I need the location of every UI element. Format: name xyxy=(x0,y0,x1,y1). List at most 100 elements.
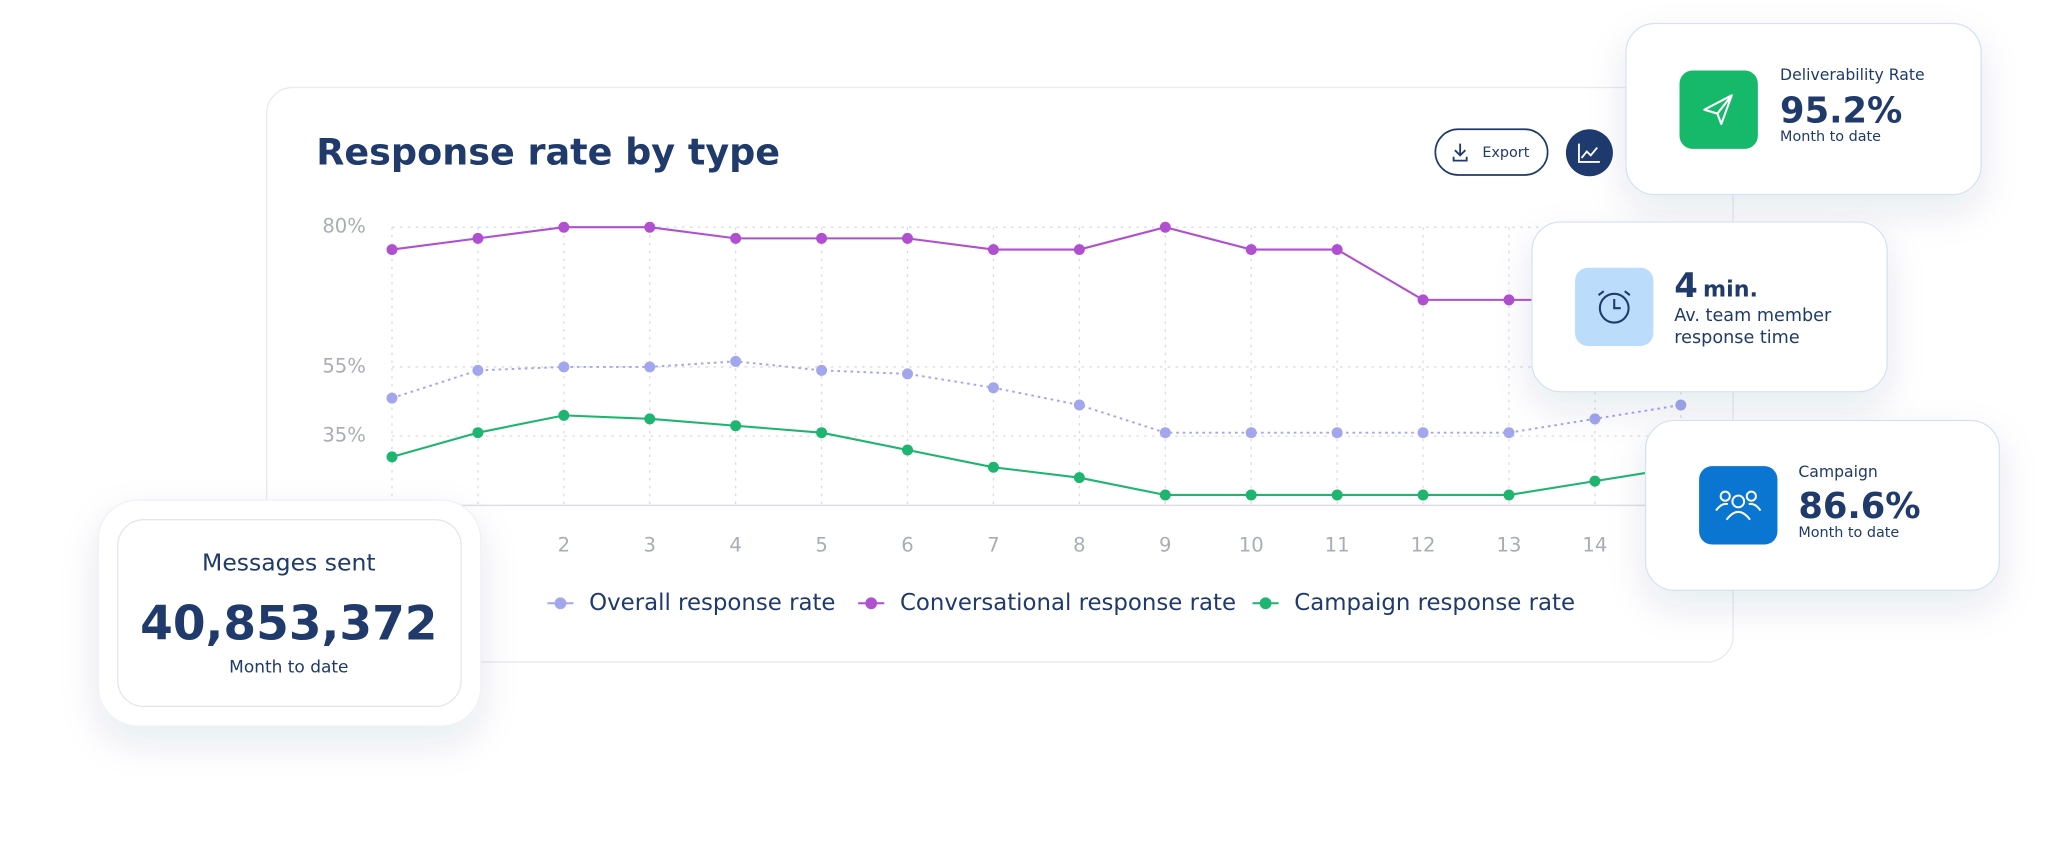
messages-card xyxy=(97,499,482,727)
legend-swatch xyxy=(865,597,878,610)
legend-label: Conversational response rate xyxy=(900,590,1236,616)
data-point xyxy=(1331,427,1343,439)
x-tick-label: 14 xyxy=(1582,533,1607,556)
series-line xyxy=(391,414,1681,497)
data-point xyxy=(386,451,398,463)
data-point xyxy=(644,221,656,233)
card-value: 95.2% xyxy=(1780,90,1902,131)
people-icon xyxy=(1715,490,1762,521)
x-tick-label: 7 xyxy=(987,533,999,556)
data-point xyxy=(1503,294,1515,306)
data-point xyxy=(1417,489,1429,501)
data-point xyxy=(1417,294,1429,306)
x-tick-label: 4 xyxy=(729,533,741,556)
chart-icon xyxy=(1578,143,1600,163)
card-subtitle: Month to date xyxy=(1780,129,1881,145)
y-tick-label: 55% xyxy=(322,354,366,377)
legend-label: Overall response rate xyxy=(589,590,835,616)
data-point xyxy=(1073,244,1085,256)
card-subtitle: Month to date xyxy=(229,657,348,677)
download-icon xyxy=(1452,143,1468,162)
data-point xyxy=(386,244,398,256)
x-tick-label: 8 xyxy=(1073,533,1085,556)
card-inner xyxy=(117,519,462,708)
legend-swatch xyxy=(554,597,567,610)
data-point xyxy=(472,427,484,439)
data-point xyxy=(1073,472,1085,484)
card-unit: min. xyxy=(1703,276,1758,302)
card-title: Deliverability Rate xyxy=(1780,65,1925,84)
data-point xyxy=(987,382,999,394)
card-bg xyxy=(1625,22,1982,196)
data-point xyxy=(1245,489,1257,501)
data-point xyxy=(902,444,914,456)
data-point xyxy=(816,232,828,244)
data-point xyxy=(1245,427,1257,439)
data-point xyxy=(730,420,742,432)
card-line: response time xyxy=(1674,328,1799,348)
card-bg xyxy=(1531,221,1888,393)
export-button[interactable]: Export xyxy=(1434,128,1549,176)
data-point xyxy=(1503,427,1515,439)
data-point xyxy=(730,355,742,367)
x-tick-label: 2 xyxy=(558,533,570,556)
x-tick-label: 9 xyxy=(1159,533,1171,556)
data-point xyxy=(816,364,828,376)
card-title: Campaign xyxy=(1798,462,1878,481)
data-point xyxy=(730,232,742,244)
data-point xyxy=(472,232,484,244)
y-tick-label: 80% xyxy=(322,215,366,238)
data-point xyxy=(1331,489,1343,501)
x-tick-label: 13 xyxy=(1497,533,1522,556)
data-point xyxy=(558,361,570,373)
response-time-card xyxy=(1531,221,1888,393)
data-point xyxy=(902,232,914,244)
button-label[interactable]: Export xyxy=(1482,145,1529,161)
data-point xyxy=(987,244,999,256)
data-point xyxy=(644,413,656,425)
chart-card: Response rate by type Export xyxy=(265,86,1734,663)
data-point xyxy=(1675,399,1687,411)
toggle-bg[interactable] xyxy=(1565,129,1613,177)
data-point xyxy=(1159,489,1171,501)
data-point xyxy=(816,427,828,439)
data-point xyxy=(987,461,999,473)
data-point xyxy=(1159,427,1171,439)
card-bg xyxy=(1644,419,2001,591)
legend-swatch xyxy=(1259,597,1272,610)
series-line xyxy=(391,226,1681,301)
data-point xyxy=(1245,244,1257,256)
plot: 35% 55% 80% 2 3 4 5 6 7 8 9 10 11 12 13 14 xyxy=(322,215,1698,556)
card-subtitle: Month to date xyxy=(1798,525,1899,541)
card-title: Messages sent xyxy=(202,549,376,577)
send-icon xyxy=(1703,94,1733,126)
x-tick-label: 3 xyxy=(644,533,656,556)
chart-title: Response rate by type xyxy=(316,131,780,174)
card-line: Av. team member xyxy=(1674,306,1832,326)
data-point xyxy=(1159,221,1171,233)
button-bg[interactable] xyxy=(1434,128,1549,176)
x-tick-label: 10 xyxy=(1239,533,1264,556)
data-point xyxy=(1331,244,1343,256)
card-value: 86.6% xyxy=(1798,486,1920,527)
x-tick-label: 6 xyxy=(901,533,913,556)
data-point xyxy=(558,409,570,421)
card-value: 4 xyxy=(1674,266,1698,306)
data-point xyxy=(386,392,398,404)
x-tick-label: 11 xyxy=(1325,533,1350,556)
data-point xyxy=(1589,475,1601,487)
campaign-card xyxy=(1644,419,2001,591)
card-icon-bg xyxy=(1679,70,1758,149)
card-value: 40,853,372 xyxy=(140,596,437,651)
x-tick-label: 12 xyxy=(1411,533,1436,556)
data-point xyxy=(472,364,484,376)
y-tick-label: 35% xyxy=(322,424,366,447)
data-point xyxy=(644,361,656,373)
data-point xyxy=(558,221,570,233)
chart-toggle[interactable] xyxy=(1565,129,1613,177)
card-icon-bg xyxy=(1699,466,1778,545)
data-point xyxy=(1417,427,1429,439)
clock-icon xyxy=(1597,290,1631,324)
